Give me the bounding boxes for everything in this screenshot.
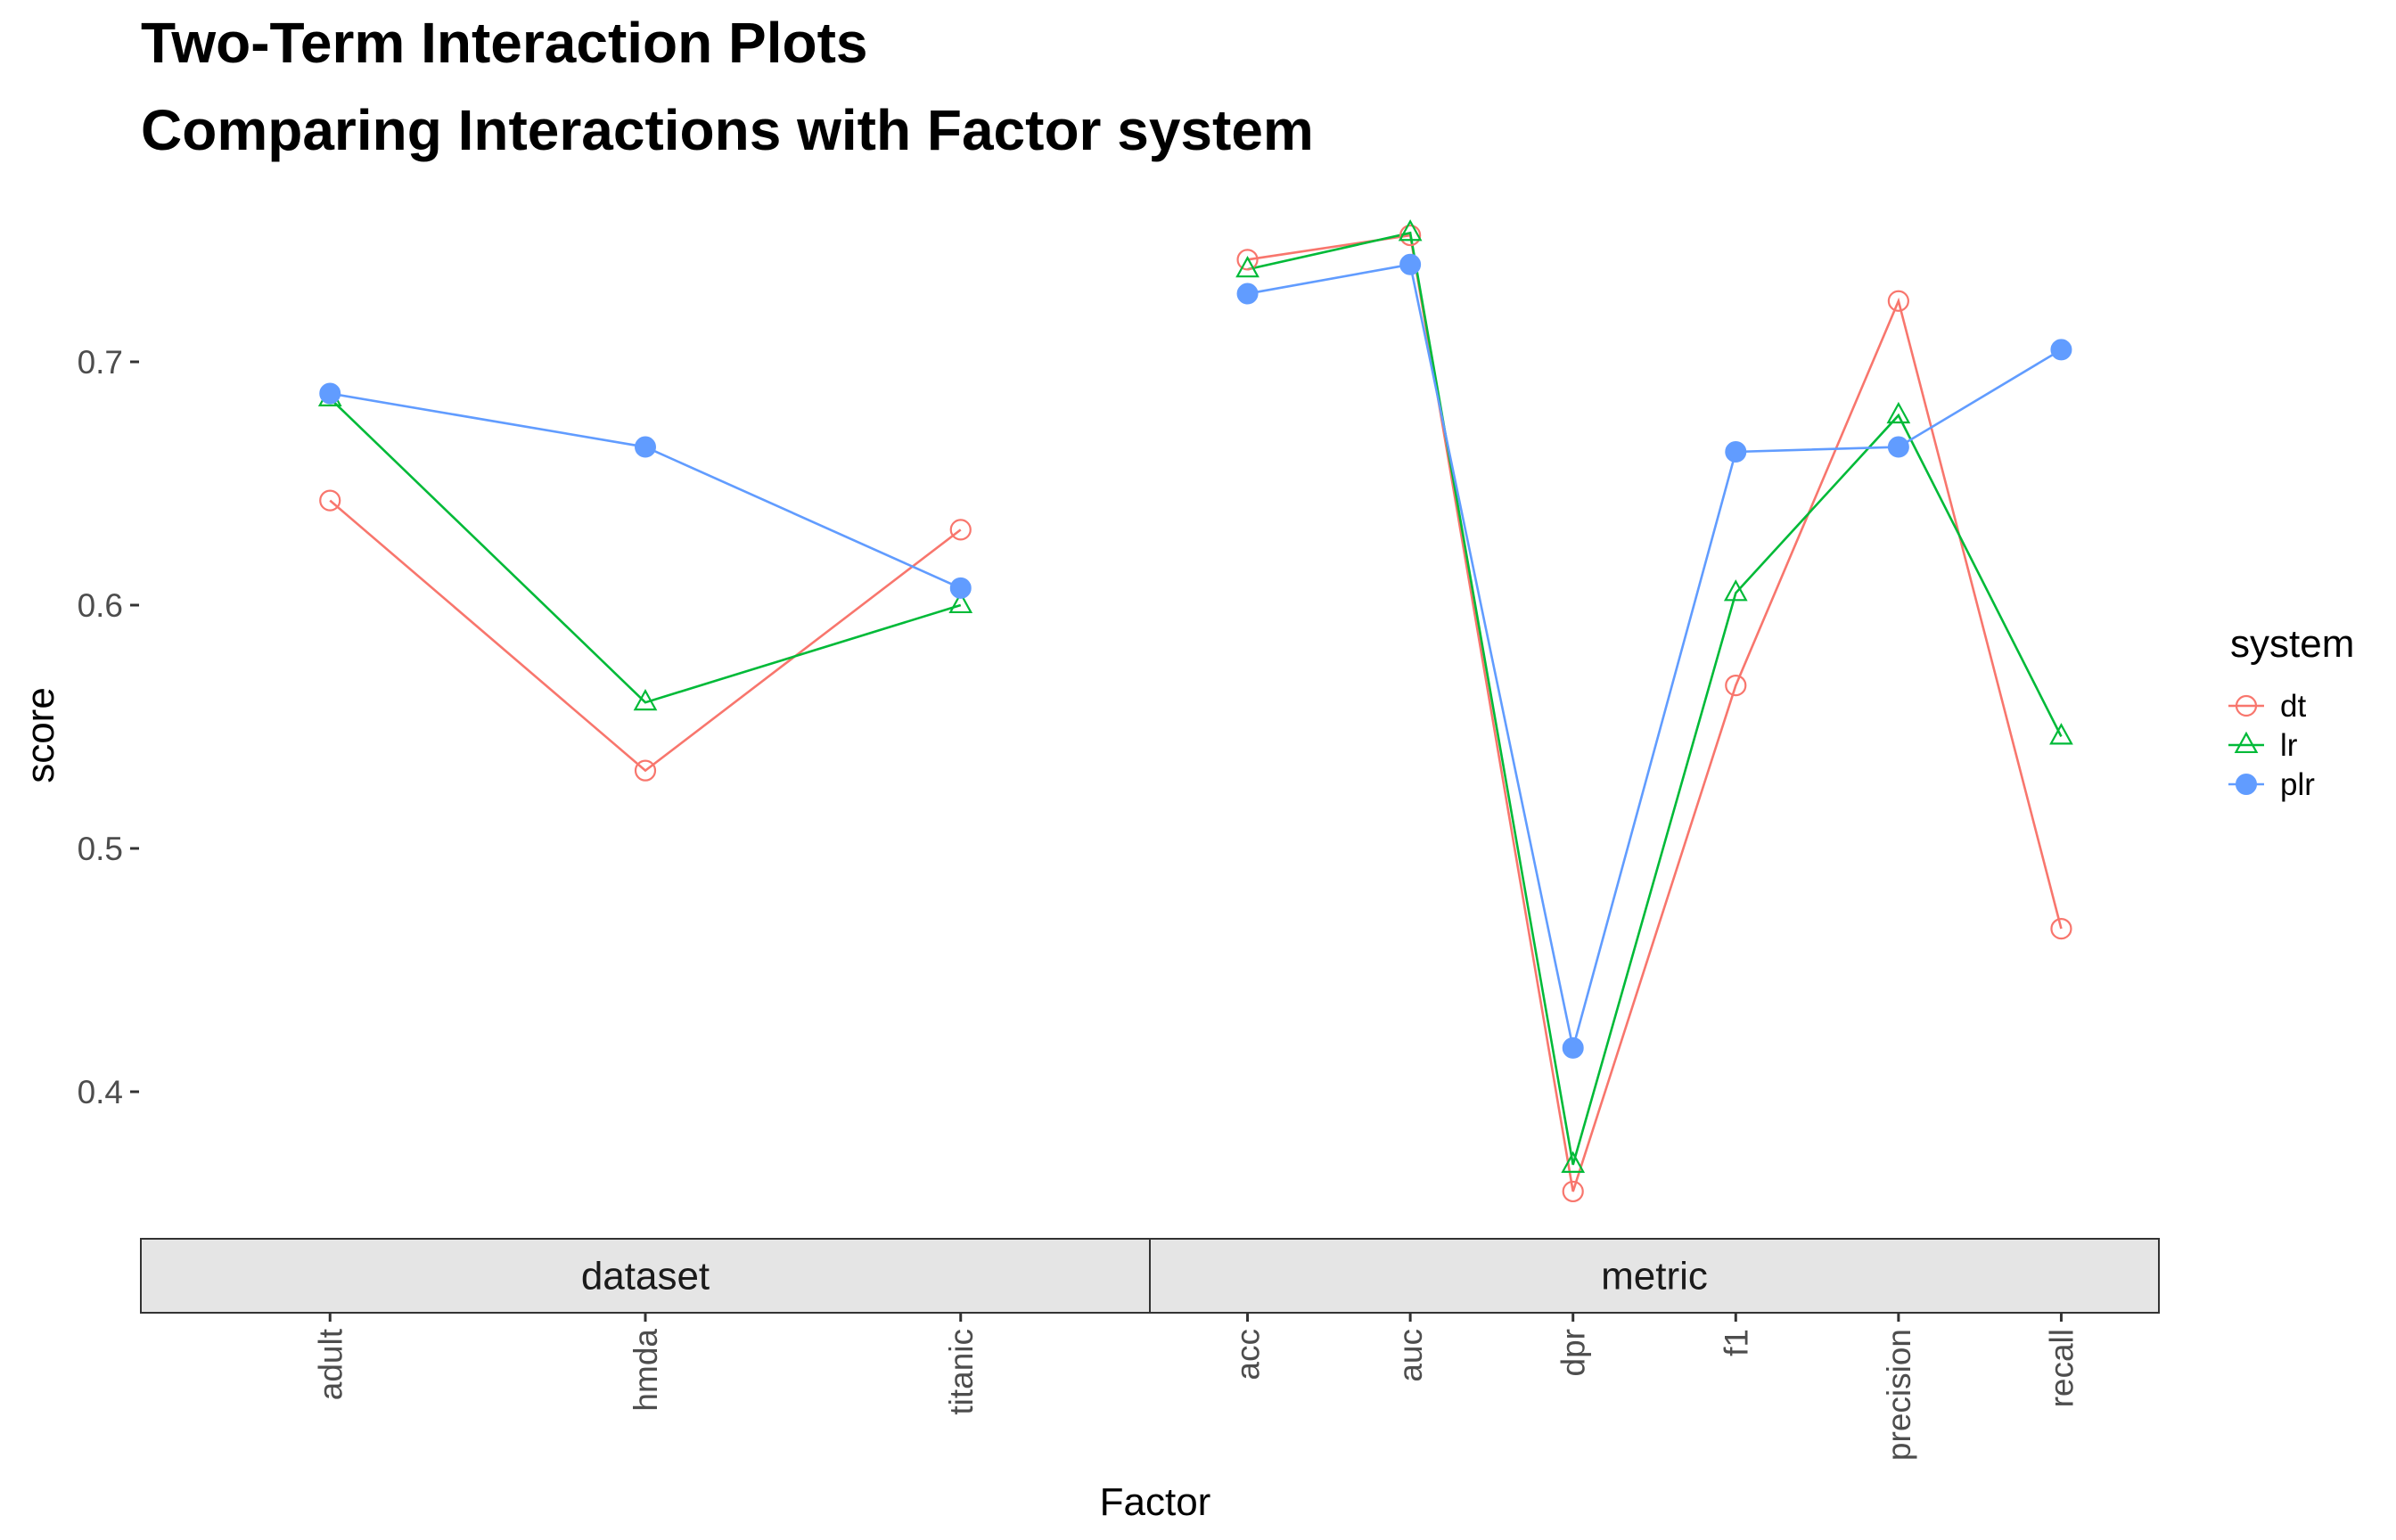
y-tick-label: 0.5 — [78, 831, 123, 867]
point-lr-auc — [1398, 219, 1423, 242]
point-plr-recall — [2050, 339, 2072, 361]
legend-label-lr: lr — [2280, 728, 2298, 763]
point-lr-titanic — [948, 591, 973, 614]
series-lines — [329, 231, 2063, 1192]
point-plr-acc — [1236, 283, 1259, 305]
line-lr-metric — [1247, 231, 2063, 1166]
point-dt-titanic — [949, 519, 972, 541]
point-lr-precision — [1886, 401, 1911, 424]
facet-strip-label: dataset — [581, 1255, 710, 1298]
point-dt-adult — [319, 489, 341, 512]
point-plr-titanic — [949, 577, 972, 599]
facet-strip-label: metric — [1601, 1255, 1708, 1298]
line-dt-metric — [1247, 233, 2063, 1192]
x-tick-label: precision — [1881, 1329, 1917, 1461]
x-tick-label: auc — [1392, 1329, 1429, 1382]
x-tick-label: f1 — [1718, 1329, 1754, 1356]
line-dt-dataset — [329, 499, 962, 773]
legend-label-plr: plr — [2280, 767, 2315, 802]
point-dt-hmda — [634, 759, 657, 782]
facet-strips: dataset metric — [140, 1238, 2160, 1314]
point-lr-dpr — [1561, 1151, 1586, 1173]
x-axis: adult hmda titanic acc auc dpr f1 precision reca… — [312, 1313, 2080, 1461]
chart-subtitle: Comparing Interactions with Factor syste… — [141, 98, 1314, 162]
x-tick-label: titanic — [943, 1329, 980, 1415]
legend-label-dt: dt — [2280, 689, 2306, 724]
point-lr-f1 — [1723, 579, 1748, 602]
x-axis-label: Factor — [1100, 1480, 1211, 1524]
legend: system dt lr plr — [2228, 622, 2354, 802]
facet-strip-dataset — [140, 1238, 1151, 1314]
y-tick-label: 0.4 — [78, 1074, 123, 1110]
point-plr-dpr — [1562, 1036, 1584, 1059]
point-dt-acc — [1236, 249, 1259, 271]
x-tick-label: acc — [1230, 1329, 1267, 1380]
y-tick-label: 0.7 — [78, 344, 123, 381]
point-plr-adult — [319, 382, 341, 405]
point-dt-auc — [1399, 224, 1422, 247]
x-tick-label: hmda — [628, 1329, 664, 1412]
point-dt-precision — [1887, 290, 1909, 312]
point-dt-dpr — [1562, 1180, 1584, 1203]
legend-key-dt — [2235, 694, 2258, 717]
legend-key-lr — [2234, 731, 2259, 754]
point-plr-auc — [1399, 253, 1422, 275]
x-tick-label: adult — [312, 1328, 349, 1400]
x-tick-label: recall — [2043, 1329, 2080, 1407]
point-dt-recall — [2050, 917, 2072, 940]
point-lr-hmda — [633, 688, 658, 711]
point-plr-precision — [1887, 436, 1909, 458]
chart-title: Two-Term Interaction Plots — [141, 11, 867, 75]
point-plr-hmda — [635, 436, 656, 458]
y-axis: 0.4 0.5 0.6 0.7 — [78, 344, 139, 1110]
line-plr-metric — [1247, 263, 2063, 1049]
line-lr-dataset — [329, 397, 962, 704]
point-lr-recall — [2049, 723, 2073, 745]
y-axis-label: score — [19, 687, 62, 783]
point-dt-f1 — [1725, 674, 1747, 697]
y-tick-label: 0.6 — [78, 587, 123, 624]
point-lr-acc — [1235, 256, 1260, 278]
point-plr-f1 — [1725, 441, 1747, 463]
series-points — [317, 219, 2073, 1203]
legend-title: system — [2230, 622, 2354, 666]
legend-key-plr — [2236, 774, 2257, 795]
x-tick-label: dpr — [1555, 1329, 1592, 1376]
facet-strip-metric — [1149, 1238, 2160, 1314]
